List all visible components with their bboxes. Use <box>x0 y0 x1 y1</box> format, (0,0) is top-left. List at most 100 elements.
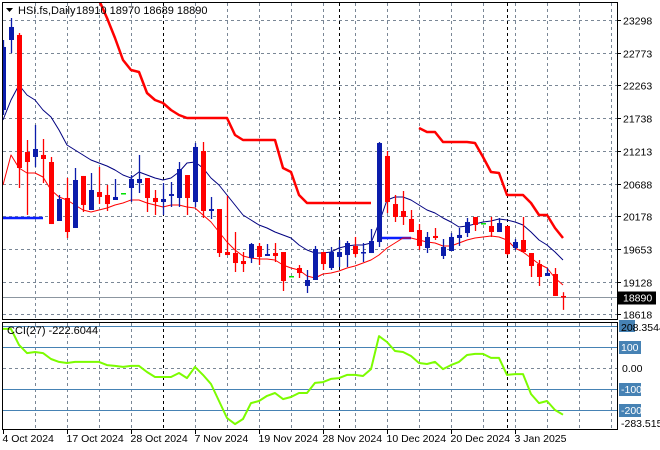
candle[interactable] <box>89 173 94 210</box>
candle[interactable] <box>537 260 542 286</box>
candle[interactable] <box>513 238 518 250</box>
candle[interactable] <box>297 265 302 278</box>
candle[interactable] <box>209 196 214 219</box>
cci-panel-frame[interactable] <box>2 322 618 430</box>
candle[interactable] <box>177 162 182 207</box>
candle[interactable] <box>489 216 494 237</box>
candle[interactable] <box>505 225 510 256</box>
candle[interactable] <box>73 167 78 228</box>
candle[interactable] <box>425 232 430 254</box>
candle[interactable] <box>321 252 326 270</box>
candle[interactable] <box>481 223 486 225</box>
candle[interactable] <box>193 143 198 207</box>
candle[interactable] <box>217 208 222 257</box>
candle[interactable] <box>49 156 54 225</box>
candle[interactable] <box>521 216 526 253</box>
candle[interactable] <box>465 217 470 237</box>
candle[interactable] <box>561 292 566 310</box>
candle-body <box>369 241 374 254</box>
candle[interactable] <box>57 194 62 222</box>
candle[interactable] <box>441 238 446 259</box>
candle[interactable] <box>81 175 86 213</box>
candle[interactable] <box>33 124 38 167</box>
candle[interactable] <box>265 244 270 256</box>
candle[interactable] <box>97 166 102 205</box>
candle[interactable] <box>161 183 166 215</box>
candle[interactable] <box>25 140 30 215</box>
cci-min-label: -283.515 <box>621 418 660 430</box>
cci-level-badge <box>619 320 635 332</box>
dropdown-triangle-icon[interactable] <box>6 8 13 12</box>
candle-body <box>161 198 166 203</box>
candle-body <box>385 155 390 203</box>
candle[interactable] <box>105 184 110 212</box>
candle[interactable] <box>1 40 6 115</box>
candle[interactable] <box>353 236 358 257</box>
candle[interactable] <box>249 243 254 264</box>
time-axis-label: 10 Dec 2024 <box>387 433 447 445</box>
candle[interactable] <box>9 17 14 54</box>
candle[interactable] <box>145 177 150 213</box>
candle[interactable] <box>385 151 390 214</box>
axes: 23298 22773 22263 21738 21213 20688 20178 19653… <box>3 16 660 446</box>
price-panel-frame <box>2 2 618 320</box>
candle[interactable] <box>281 252 286 292</box>
candle-body <box>409 218 414 233</box>
candle[interactable] <box>153 190 158 215</box>
candle[interactable] <box>273 243 278 263</box>
candle[interactable] <box>65 177 70 238</box>
candle-body <box>33 148 38 157</box>
candle[interactable] <box>377 142 382 247</box>
candle[interactable] <box>289 275 294 278</box>
candle-body <box>105 194 110 205</box>
candle[interactable] <box>497 217 502 233</box>
cci-level-badge <box>619 341 641 354</box>
price-axis-label: 20688 <box>623 180 652 192</box>
candle[interactable] <box>393 194 398 223</box>
candle[interactable] <box>401 191 406 225</box>
candle[interactable] <box>369 228 374 254</box>
candle[interactable] <box>121 193 126 195</box>
candle-body <box>257 245 262 257</box>
candle[interactable] <box>313 245 318 280</box>
candle-body <box>137 178 142 184</box>
candle[interactable] <box>305 270 310 294</box>
candle[interactable] <box>113 178 118 200</box>
candle[interactable] <box>361 243 366 263</box>
candle[interactable] <box>449 233 454 252</box>
candle[interactable] <box>185 175 190 215</box>
candle-body <box>233 253 238 264</box>
current-price-badge <box>618 291 656 305</box>
candle[interactable] <box>201 142 206 218</box>
candle[interactable] <box>545 267 550 276</box>
candle-body <box>193 146 198 203</box>
candle[interactable] <box>473 216 478 232</box>
candle[interactable] <box>529 253 534 277</box>
candle[interactable] <box>129 175 134 203</box>
candle[interactable] <box>41 138 46 184</box>
candle-body <box>465 222 470 234</box>
candle[interactable] <box>17 33 22 188</box>
candle[interactable] <box>457 227 462 246</box>
candle[interactable] <box>329 246 334 270</box>
candle[interactable] <box>553 267 558 296</box>
candle[interactable] <box>409 210 414 233</box>
candle-body <box>289 275 294 278</box>
candle[interactable] <box>169 182 174 207</box>
cci-level-label: 100 <box>621 342 639 354</box>
candle[interactable] <box>417 224 422 250</box>
candle[interactable] <box>337 240 342 267</box>
candle[interactable] <box>345 241 350 267</box>
price-axis-label: 22263 <box>623 81 652 93</box>
candle[interactable] <box>433 227 438 240</box>
candle[interactable] <box>241 252 246 273</box>
candle[interactable] <box>225 195 230 256</box>
time-axis-label: 7 Nov 2024 <box>195 433 249 445</box>
candle[interactable] <box>137 154 142 194</box>
price-panel[interactable] <box>1 0 617 310</box>
candle-body <box>329 252 334 268</box>
cci-panel[interactable] <box>3 327 564 426</box>
candle[interactable] <box>257 243 262 266</box>
candle[interactable] <box>233 232 238 273</box>
